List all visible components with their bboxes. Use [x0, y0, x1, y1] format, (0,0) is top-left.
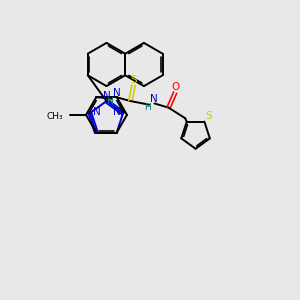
Text: CH₃: CH₃: [46, 112, 63, 121]
Text: O: O: [172, 82, 180, 92]
Text: N: N: [93, 106, 101, 117]
Text: S: S: [130, 75, 137, 85]
Text: H: H: [144, 103, 151, 112]
Text: N: N: [150, 94, 158, 104]
Text: H: H: [106, 97, 113, 106]
Text: S: S: [205, 111, 211, 121]
Text: N: N: [103, 91, 110, 101]
Text: N: N: [113, 88, 121, 98]
Text: N: N: [112, 106, 120, 117]
